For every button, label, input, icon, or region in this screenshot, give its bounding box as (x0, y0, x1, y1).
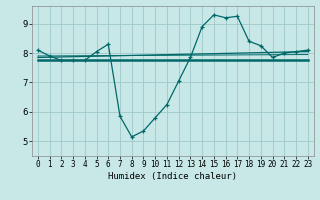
X-axis label: Humidex (Indice chaleur): Humidex (Indice chaleur) (108, 172, 237, 181)
